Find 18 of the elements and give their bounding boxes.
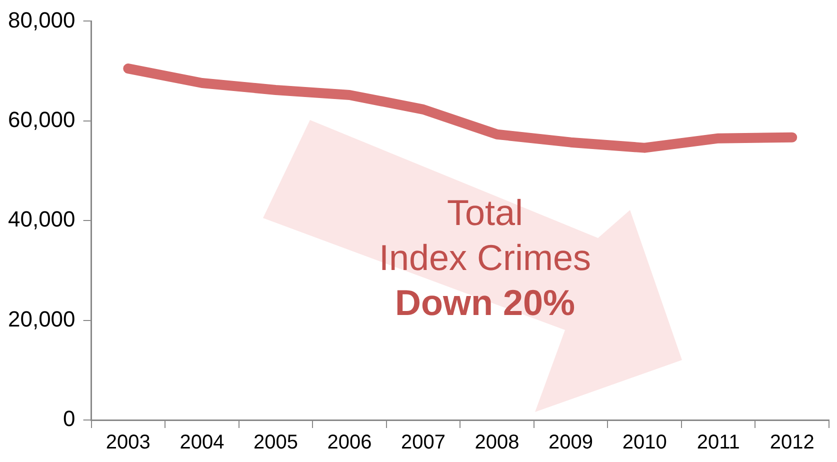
annotation: Total: [446, 191, 524, 235]
x-tick-label: 2012: [770, 432, 814, 454]
x-tick-label: 2009: [548, 432, 594, 454]
x-tick-label: 2006: [327, 432, 372, 454]
x-tick-label: 2003: [106, 432, 150, 454]
annotation: Index Crimes: [378, 236, 592, 280]
x-tick-label: 2004: [180, 432, 224, 454]
y-tick-label: 60,000: [8, 106, 76, 132]
x-tick-label: 2007: [401, 432, 446, 454]
y-tick-label: 80,000: [8, 7, 76, 32]
x-tick-label: 2008: [474, 432, 520, 454]
annotation: Down 20%: [394, 281, 576, 325]
x-tick-label: 2005: [253, 432, 298, 454]
y-tick-label: 40,000: [8, 206, 76, 232]
x-tick-label: 2010: [622, 432, 667, 454]
x-tick-label: 2011: [696, 432, 740, 454]
y-tick-label: 20,000: [8, 306, 76, 332]
y-tick-label: 0: [63, 406, 76, 432]
